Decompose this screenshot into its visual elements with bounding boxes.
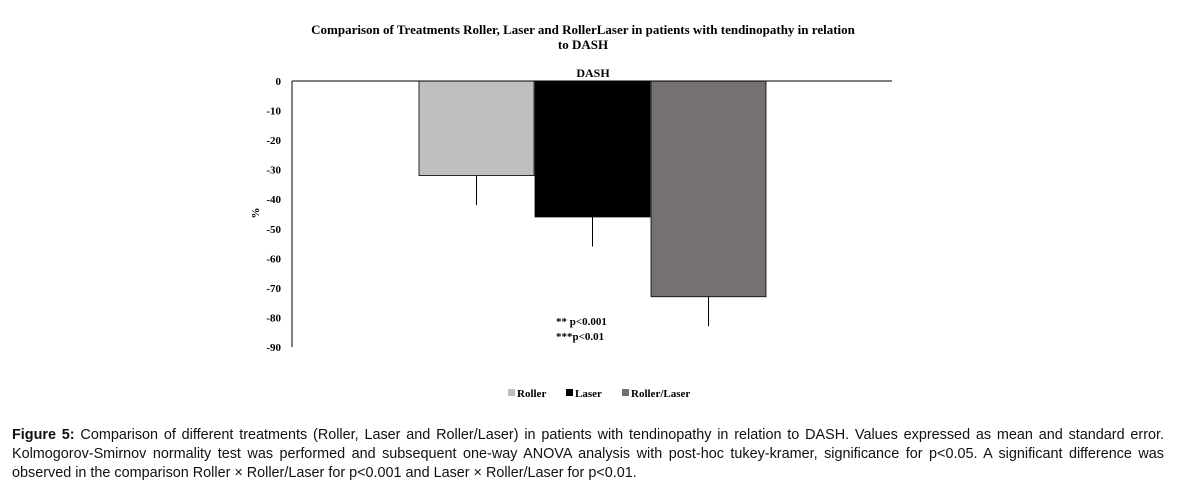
annotation-2: ***p<0.01 — [556, 331, 604, 343]
y-tick-label: -60 — [266, 253, 281, 265]
caption-text: Comparison of different treatments (Roll… — [12, 427, 1164, 481]
figure-caption: Figure 5: Comparison of different treatm… — [12, 426, 1164, 483]
y-tick-label: 0 — [276, 76, 282, 88]
bar-roller — [418, 80, 535, 176]
y-tick-label: -90 — [266, 342, 281, 354]
legend-swatch — [508, 389, 515, 396]
y-tick-label: -30 — [266, 165, 281, 177]
chart-title-line-2: to DASH — [558, 37, 608, 52]
chart-subtitle: DASH — [576, 66, 610, 80]
bars-group — [418, 80, 767, 298]
legend-swatch — [566, 389, 573, 396]
y-tick-labels: 0 -10 -20 -30 -40 -50 -60 -70 -80 -90 — [266, 76, 281, 354]
bar-laser — [534, 80, 651, 218]
caption-label: Figure 5: — [12, 427, 75, 443]
y-axis-label: % — [250, 208, 262, 219]
bar-roller-laser — [650, 80, 767, 298]
y-tick-label: -10 — [266, 106, 281, 118]
y-tick-label: -40 — [266, 194, 281, 206]
legend-label: Roller — [517, 388, 546, 400]
error-bars-group — [476, 175, 709, 327]
bar-chart: Comparison of Treatments Roller, Laser a… — [250, 22, 892, 400]
y-tick-label: -50 — [266, 224, 281, 236]
chart-title-line-1: Comparison of Treatments Roller, Laser a… — [311, 22, 856, 37]
legend: Roller Laser Roller/Laser — [508, 388, 690, 400]
legend-label: Laser — [575, 388, 602, 400]
annotation-1: ** p<0.001 — [556, 316, 607, 328]
legend-swatch — [622, 389, 629, 396]
y-tick-label: -80 — [266, 312, 281, 324]
y-tick-label: -20 — [266, 135, 281, 147]
legend-label: Roller/Laser — [631, 388, 690, 400]
y-tick-label: -70 — [266, 283, 281, 295]
